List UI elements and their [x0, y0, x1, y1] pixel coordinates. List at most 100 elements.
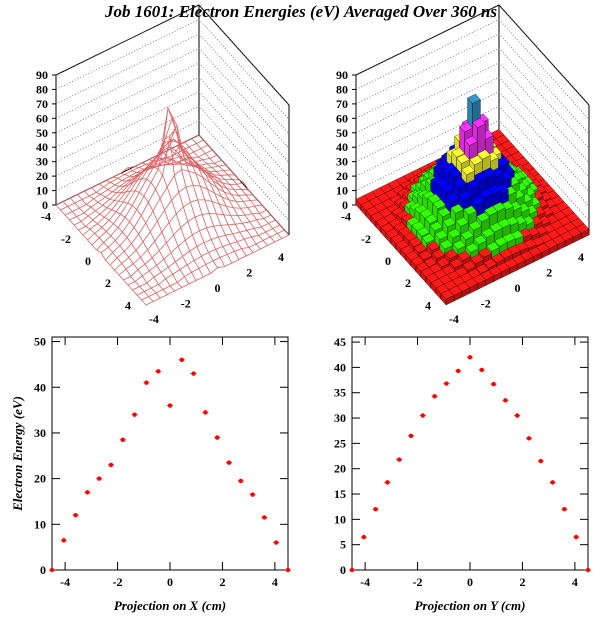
lego-bin-top [484, 205, 498, 216]
lego-bin-top [483, 258, 497, 269]
projection-x-plot-point [73, 512, 78, 518]
lego-axis-ztick-label: 40 [336, 140, 348, 154]
projection-y-plot-point [456, 368, 461, 374]
projection-x-plot-point [61, 538, 66, 543]
surface-axis-ztick-label: 50 [36, 126, 48, 140]
surface-mesh-line [184, 141, 275, 243]
projection-x-plot-point [132, 412, 137, 417]
lego-x-tick-label: -4 [449, 312, 459, 326]
surface-mesh-line [127, 214, 272, 286]
lego-axis-gridline [355, 47, 590, 149]
lego-bin-top [462, 260, 476, 271]
lego-bin-top [481, 227, 495, 238]
projection-x-plot-point [156, 369, 161, 374]
surface-x-tick-label: 0 [215, 281, 221, 295]
projection-y-plot-point [585, 567, 591, 573]
projection-x-plot-ytick-label: 40 [34, 380, 46, 394]
lego-bin-top [440, 289, 455, 300]
projection-x-plot-point [285, 567, 291, 573]
surface-axis-gridline [55, 105, 290, 207]
projection-x-plot-point [203, 410, 208, 415]
surface-mesh-line [141, 229, 285, 301]
projection-y-plot-ytick-label: 15 [334, 487, 346, 501]
surface-axis-ztick-label: 10 [36, 184, 48, 198]
projection-x-plot-ytick-label: 30 [34, 426, 46, 440]
projection-y-plot-ytick-label: 30 [334, 411, 346, 425]
projection-y-plot-xtick-label: 0 [467, 575, 473, 589]
lego-bin-top [471, 195, 485, 206]
surface-x-tick-label: -4 [149, 312, 159, 326]
surface-mesh-line [132, 219, 276, 291]
projection-x-plot-ytick-label: 50 [34, 335, 46, 349]
surface-mesh-line [191, 138, 283, 239]
projection-y-plot-xlabel: Projection on Y (cm) [415, 598, 526, 613]
projection-x-plot-point [274, 540, 279, 545]
projection-y-plot-point [526, 436, 532, 441]
lego-bin-top [489, 222, 503, 233]
projection-x-plot-point [179, 357, 184, 363]
lego-bin-top [494, 236, 508, 247]
lego-bin-top [467, 93, 481, 104]
projection-x-plot-xtick-label: 0 [167, 575, 173, 589]
surface-axis-edge [198, 4, 290, 106]
lego-bin-top [466, 179, 480, 190]
projection-y-plot-ytick-label: 45 [334, 335, 346, 349]
lego-axis-gridline [355, 105, 590, 207]
lego-bin-top [461, 165, 475, 175]
projection-x-plot-ylabel: Electron Energy (eV) [10, 396, 25, 512]
projection-y-plot-xtick-label: -2 [413, 575, 423, 589]
projection-x-plot-ytick-label: 10 [34, 517, 46, 531]
surface-axis-gridline [55, 19, 290, 120]
lego-axis-gridline [355, 4, 590, 106]
projection-y-plot-point [467, 355, 473, 360]
lego-bin-top [477, 149, 491, 160]
surface-mesh-line [114, 184, 258, 271]
lego-axis-ztick-label: 20 [336, 169, 348, 183]
surface-axis-gridline [55, 33, 290, 135]
surface-axis-gridline [55, 76, 290, 178]
projection-y-plot-point [538, 458, 543, 464]
projection-x-plot-point [191, 371, 196, 376]
lego-bin-top [479, 188, 493, 199]
projection-x-plot-xtick-label: -2 [113, 575, 123, 589]
projection-y-plot-ytick-label: 10 [334, 512, 346, 526]
projection-x-plot-point [167, 403, 173, 408]
lego-bin-top [491, 253, 505, 264]
surface-axis-ztick-label: 40 [36, 140, 48, 154]
lego-bin-top [468, 220, 482, 231]
projection-y-plot-point [397, 457, 402, 462]
lego-y-tick-label: 0 [385, 254, 391, 268]
lego-bin-top [469, 155, 483, 166]
projection-x-plot-point [262, 515, 267, 520]
lego-bin-top [460, 230, 474, 240]
projection-y-plot-point [491, 381, 496, 387]
lego-x-tick-label: -2 [481, 297, 491, 311]
projection-y-plot-xtick-label: 2 [519, 575, 525, 589]
lego-y-tick-label: 4 [425, 298, 431, 312]
surface-y-tick-label: 2 [105, 276, 111, 290]
surface-x-tick-label: 4 [278, 250, 284, 264]
projection-x-plot-point [226, 460, 232, 465]
lego-y-tick-label: -4 [341, 210, 351, 224]
lego-bin-top [464, 135, 478, 146]
lego-bin-top [452, 239, 466, 250]
surface-mesh-line [155, 155, 247, 257]
projection-y-plot-point [349, 567, 355, 573]
lego-axis-gridline [355, 76, 590, 178]
lego-axis-gridline [355, 91, 590, 192]
surface-mesh-line [118, 199, 263, 276]
lego-bin-top [473, 234, 487, 245]
lego-bin-top [470, 254, 484, 264]
lego-bin-top [486, 241, 500, 252]
projection-y-plot-point [444, 381, 449, 386]
surface-mesh-line [69, 149, 213, 221]
surface-y-tick-label: -4 [41, 210, 51, 224]
lego-bin-top [457, 250, 471, 261]
projection-y-plot-point [503, 398, 508, 403]
surface-mesh-line [198, 134, 290, 236]
lego-axis-ztick-label: 90 [336, 68, 348, 82]
lego-bin-top [449, 258, 464, 269]
surface-axis-gridline [55, 47, 290, 149]
projection-y-plot-ytick-label: 25 [334, 436, 346, 450]
